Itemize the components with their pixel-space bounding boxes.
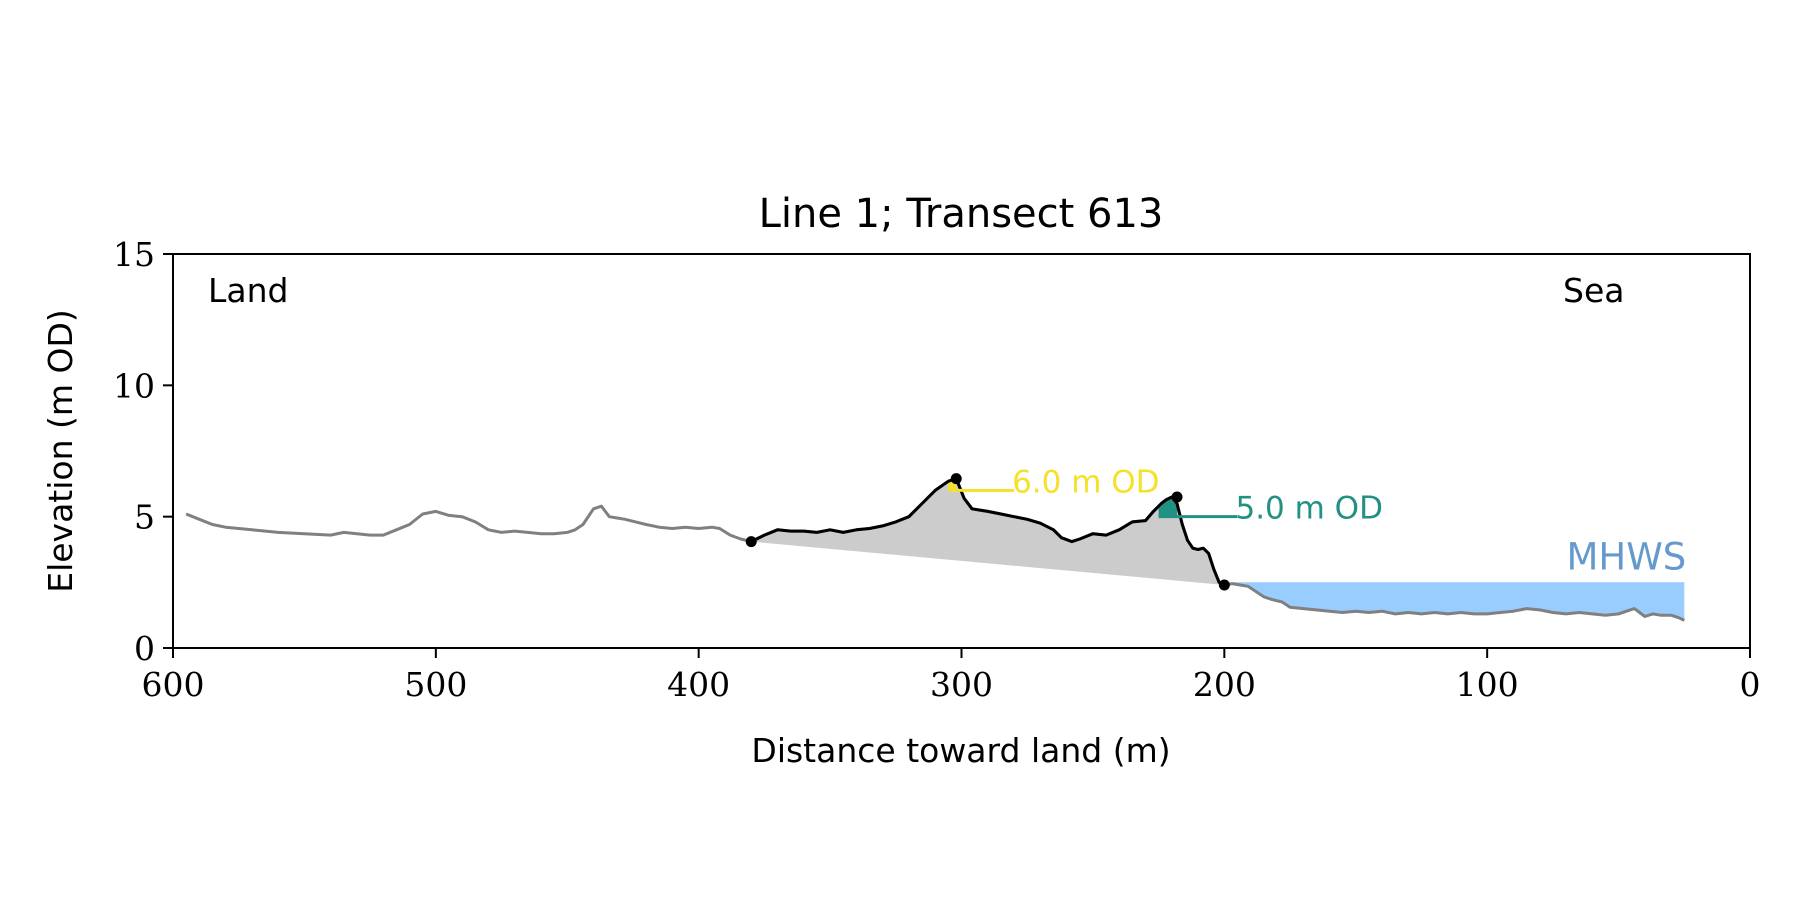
y-tick-label: 5 <box>134 498 155 537</box>
land-label: Land <box>208 271 288 310</box>
x-tick-label: 500 <box>404 665 467 704</box>
profile-marker-3 <box>1218 579 1230 591</box>
y-tick-label: 10 <box>113 366 155 405</box>
x-tick-label: 400 <box>667 665 730 704</box>
marker-layer <box>745 473 1230 591</box>
chart-title: Line 1; Transect 613 <box>759 191 1164 237</box>
plot-layer: 6.0 m OD 5.0 m OD MHWS <box>185 464 1686 622</box>
x-tick-label: 100 <box>1456 665 1519 704</box>
dune-area-fill <box>751 478 1225 585</box>
y-axis-ticks: 0 5 10 15 <box>113 235 173 668</box>
level-label-1: 5.0 m OD <box>1235 491 1382 527</box>
y-axis-label: Elevation (m OD) <box>41 309 80 593</box>
level-fill-1 <box>1158 497 1177 517</box>
x-tick-label: 300 <box>930 665 993 704</box>
x-tick-label: 200 <box>1193 665 1256 704</box>
profile-marker-2 <box>1171 491 1183 503</box>
mhws-label: MHWS <box>1566 535 1686 578</box>
profile-marker-1 <box>950 473 962 485</box>
profile-marker-0 <box>745 536 757 548</box>
x-tick-label: 0 <box>1740 665 1761 704</box>
dune-profile-line <box>750 477 1225 587</box>
x-axis-ticks: 600 500 400 300 200 100 0 <box>142 648 1761 704</box>
y-tick-label: 15 <box>113 235 155 274</box>
x-axis-label: Distance toward land (m) <box>751 731 1170 770</box>
level-label-0: 6.0 m OD <box>1012 464 1159 500</box>
sea-label: Sea <box>1563 271 1624 310</box>
y-tick-label: 0 <box>134 629 155 668</box>
x-tick-label: 600 <box>142 665 205 704</box>
